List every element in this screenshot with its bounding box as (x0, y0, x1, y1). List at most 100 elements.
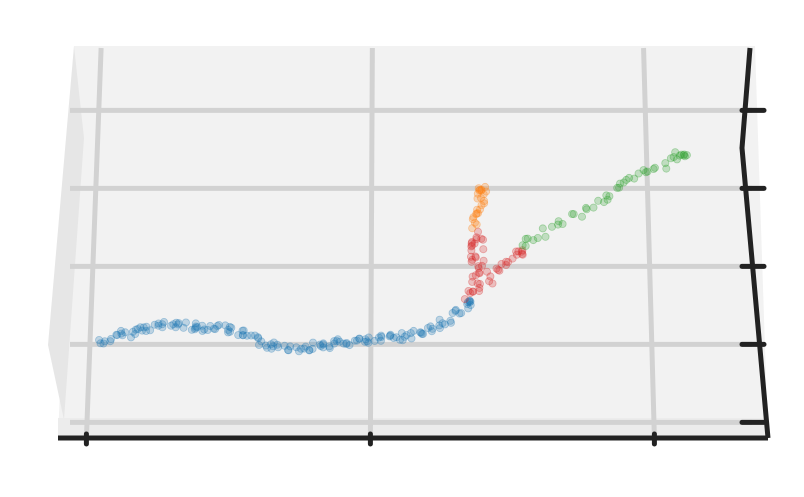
scatter-point-series-1 (294, 347, 303, 356)
scatter-point-series-2 (468, 255, 477, 264)
scatter-point-series-1 (395, 335, 404, 344)
scatter-point-series-2 (460, 295, 469, 304)
scatter-point-series-4 (682, 151, 691, 160)
scatter-point-series-1 (174, 320, 183, 329)
scatter-point-series-1 (127, 333, 136, 342)
scatter-point-series-2 (464, 286, 473, 295)
scatter-point-series-2 (467, 257, 476, 266)
scatter-point-series-1 (364, 333, 373, 342)
scatter-point-series-1 (440, 320, 449, 329)
scatter-point-series-2 (475, 283, 484, 292)
scatter-point-series-1 (305, 346, 314, 355)
scatter-point-series-4 (521, 241, 530, 250)
scatter-point-series-1 (398, 336, 407, 345)
scatter-point-series-1 (360, 337, 369, 346)
scatter-point-series-1 (464, 304, 473, 313)
scatter-point-series-1 (224, 328, 233, 337)
scatter-point-series-1 (138, 326, 147, 335)
scatter-point-series-2 (482, 267, 491, 276)
scatter-point-series-1 (363, 337, 372, 346)
scatter-point-series-2 (477, 261, 486, 270)
scatter-point-series-1 (158, 323, 167, 332)
scatter-point-series-1 (308, 344, 317, 353)
scatter-point-series-1 (427, 327, 436, 336)
scatter-point-series-4 (677, 150, 686, 159)
scatter-point-series-1 (266, 340, 275, 349)
scatter-point-series-1 (106, 337, 115, 346)
scatter-point-series-2 (473, 279, 482, 288)
scatter-point-series-2 (474, 268, 483, 277)
scatter-point-series-4 (673, 155, 682, 164)
scatter-point-series-4 (554, 217, 563, 226)
scatter-point-series-1 (117, 326, 126, 335)
scatter-point-series-4 (666, 154, 675, 163)
scatter-point-series-1 (247, 331, 256, 340)
scatter-point-series-4 (605, 192, 614, 201)
scatter-point-series-1 (193, 323, 202, 332)
scatter-point-series-4 (603, 195, 612, 204)
scatter-point-series-1 (297, 344, 306, 353)
scatter-point-series-1 (191, 323, 200, 332)
scatter-point-series-4 (533, 233, 542, 242)
scatter-point-series-4 (634, 169, 643, 178)
scatter-point-series-2 (472, 235, 481, 244)
scatter-point-series-1 (209, 324, 218, 333)
scatter-point-series-3 (472, 209, 481, 218)
scatter-point-series-2 (468, 287, 477, 296)
scatter-point-series-1 (325, 344, 334, 353)
scatter-point-series-3 (469, 213, 478, 222)
scatter-point-series-1 (250, 331, 259, 340)
scatter-point-series-4 (662, 164, 671, 173)
scatter-point-series-2 (467, 246, 476, 255)
scatter-point-series-2 (518, 249, 527, 258)
axis-ticks (83, 107, 767, 447)
scatter-point-series-3 (477, 185, 486, 194)
scatter-point-series-1 (198, 326, 207, 335)
side-pane (48, 46, 84, 420)
scatter-point-series-1 (146, 326, 155, 335)
scatter-point-series-1 (333, 335, 342, 344)
scatter-point-series-1 (355, 334, 364, 343)
scatter-point-series-1 (99, 339, 108, 348)
scatter-point-series-4 (625, 173, 634, 182)
scatter-point-series-1 (100, 337, 109, 346)
scatter-point-series-3 (474, 184, 483, 193)
scatter-point-series-1 (253, 333, 262, 342)
scatter-point-series-2 (477, 234, 486, 243)
scatter-point-series-1 (361, 335, 370, 344)
scatter-point-series-2 (495, 266, 504, 275)
scatter-point-series-3 (475, 205, 484, 214)
scatter-point-series-2 (475, 279, 484, 288)
scatter-point-series-3 (480, 196, 489, 205)
scatter-point-series-3 (473, 209, 482, 218)
scatter-point-series-4 (558, 219, 567, 228)
scatter-point-series-4 (615, 183, 624, 192)
scatter-point-series-2 (468, 287, 477, 296)
scatter-point-series-1 (257, 337, 266, 346)
scatter-point-series-1 (466, 297, 475, 306)
scatter-point-series-1 (267, 344, 276, 353)
scatter-point-series-2 (467, 239, 476, 248)
scatter-point-series-1 (465, 297, 474, 306)
scatter-point-series-4 (582, 205, 591, 214)
scatter-point-series-4 (680, 152, 689, 161)
scatter-point-series-4 (641, 168, 650, 177)
scatter-point-series-3 (473, 205, 482, 214)
scatter-point-series-3 (477, 201, 486, 210)
scatter-point-series-1 (465, 296, 474, 305)
scatter-point-series-2 (514, 247, 523, 256)
scatter-point-series-2 (467, 242, 476, 251)
grid-line-vertical (83, 47, 104, 439)
scatter-point-series-2 (502, 260, 511, 269)
scatter-point-series-1 (402, 331, 411, 340)
scatter-point-series-4 (643, 167, 652, 176)
scatter-point-series-1 (409, 326, 418, 335)
scatter-point-series-4 (680, 150, 689, 159)
scatter-point-series-2 (494, 265, 503, 274)
scatter-point-series-1 (179, 323, 188, 332)
scatter-point-series-1 (198, 321, 207, 330)
axis-lines (58, 47, 771, 441)
scatter-point-series-1 (330, 339, 339, 348)
scatter-point-series-1 (284, 346, 293, 355)
scatter-point-series-2 (503, 258, 512, 267)
